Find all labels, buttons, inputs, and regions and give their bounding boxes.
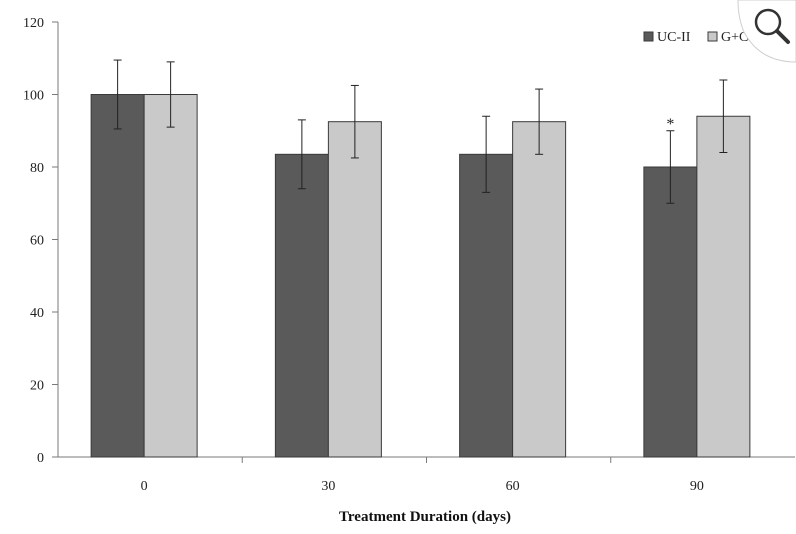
x-axis-label: Treatment Duration (days)	[339, 509, 511, 525]
x-tick-label: 90	[690, 479, 704, 494]
error-bars	[113, 59, 728, 204]
legend-label: UC-II	[657, 30, 691, 45]
y-tick-label: 40	[30, 306, 44, 321]
y-tick-label: 120	[23, 16, 44, 31]
y-ticks: 0 20 40 60 80 100 120	[23, 16, 58, 466]
significance-marker: *	[666, 116, 674, 133]
bar-uc-ii-60	[459, 153, 514, 458]
bar-uc-ii-30	[274, 153, 329, 458]
zoom-button[interactable]	[737, 0, 796, 63]
legend-swatch	[707, 31, 718, 42]
y-tick-label: 0	[37, 451, 44, 466]
bar-g-c-30	[327, 121, 382, 458]
bar-g-c-60	[512, 121, 567, 458]
x-ticks: 0 30 60 90	[141, 457, 704, 494]
y-tick-label: 80	[30, 161, 44, 176]
x-tick-label: 60	[506, 479, 520, 494]
annotations: *	[666, 116, 674, 133]
y-tick-label: 20	[30, 379, 44, 394]
magnifier-icon	[754, 8, 790, 44]
x-tick-label: 30	[321, 479, 335, 494]
legend-label: G+C	[721, 30, 748, 45]
bar-g-c-90	[696, 115, 751, 458]
bars	[90, 94, 751, 458]
legend: UC-II G+C	[643, 30, 748, 45]
legend-swatch	[643, 31, 654, 42]
y-tick-label: 100	[23, 89, 44, 104]
y-tick-label: 60	[30, 234, 44, 249]
x-tick-label: 0	[141, 479, 148, 494]
bar-uc-ii-0	[90, 94, 145, 458]
bar-g-c-0	[143, 94, 198, 458]
bar-uc-ii-90	[643, 166, 698, 458]
